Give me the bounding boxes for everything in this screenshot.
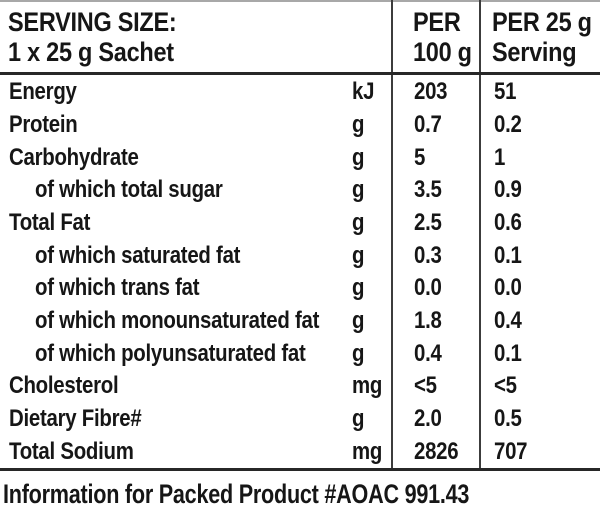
- serving-size-title: SERVING SIZE:: [8, 7, 202, 37]
- table-row: Cholesterol mg <5 <5: [0, 370, 600, 403]
- per-100g-value-cell: 203: [414, 78, 448, 106]
- per-25g-value-cell: 0.2: [494, 111, 522, 138]
- nutrient-unit-cell: g: [352, 339, 365, 367]
- table-row: of which polyunsaturated fat g 0.4 0.1: [0, 337, 600, 370]
- nutrient-label-cell: Dietary Fibre#: [9, 405, 142, 433]
- per-100g-value-cell: 0.0: [414, 274, 442, 302]
- table-row: of which total sugar g 3.5 0.9: [0, 174, 600, 207]
- col-header-per-100g-line2: 100 g: [413, 37, 472, 67]
- per-100g-value-cell: 3.5: [414, 176, 442, 204]
- per-25g-value-cell: 0.0: [494, 274, 522, 302]
- serving-size-value-text: 1 x 25 g Sachet: [8, 37, 174, 67]
- table-row: Total Fat g 2.5 0.6: [0, 207, 600, 240]
- per-100g-value-cell: <5: [414, 372, 437, 400]
- per-100g-value-cell: 5: [414, 143, 426, 171]
- table-row: Protein g 0.7 0.2: [0, 109, 600, 142]
- nutrient-label-cell: of which polyunsaturated fat: [35, 339, 306, 367]
- nutrient-unit-cell: g: [352, 307, 365, 335]
- nutrient-label-cell: Carbohydrate: [9, 143, 139, 171]
- nutrient-unit-cell: g: [352, 176, 365, 204]
- column-divider-1: [391, 0, 393, 468]
- nutrition-table-body: Energy kJ 203 51 Protein g 0.7 0.2 Carbo…: [0, 76, 600, 468]
- per-25g-value-cell: 0.4: [494, 307, 522, 335]
- nutrient-unit-cell: mg: [352, 437, 383, 465]
- nutrient-label-cell: of which saturated fat: [35, 241, 241, 269]
- col-header-per-25g-line2: Serving: [492, 37, 577, 67]
- table-row: Carbohydrate g 5 1: [0, 141, 600, 174]
- per-100g-value-cell: 2.5: [414, 209, 442, 237]
- table-row: Energy kJ 203 51: [0, 76, 600, 109]
- per-100g-value-cell: 0.4: [414, 339, 442, 367]
- table-row: of which trans fat g 0.0 0.0: [0, 272, 600, 305]
- serving-size-title-text: SERVING SIZE:: [8, 7, 177, 37]
- footer-note: Information for Packed Product #AOAC 991…: [3, 479, 586, 510]
- per-25g-value-cell: 1: [494, 143, 506, 171]
- per-25g-value-cell: 0.5: [494, 405, 522, 433]
- col-header-per-100g-line1: PER: [413, 7, 461, 37]
- per-25g-value-cell: 51: [494, 78, 517, 106]
- nutrient-unit-cell: kJ: [352, 78, 375, 106]
- per-25g-value-cell: <5: [494, 372, 517, 400]
- nutrient-unit-cell: g: [352, 405, 365, 433]
- per-25g-value-cell: 0.1: [494, 241, 522, 269]
- nutrient-label-cell: Total Sodium: [9, 437, 134, 465]
- top-rule: [0, 0, 600, 2]
- nutrient-unit-cell: mg: [352, 372, 383, 400]
- nutrient-unit-cell: g: [352, 241, 365, 269]
- nutrient-unit-cell: g: [352, 143, 365, 171]
- per-25g-value-cell: 0.1: [494, 339, 522, 367]
- table-row: of which monounsaturated fat g 1.8 0.4: [0, 305, 600, 338]
- table-row: of which saturated fat g 0.3 0.1: [0, 239, 600, 272]
- table-row: Total Sodium mg 2826 707: [0, 435, 600, 468]
- nutrient-label-cell: Total Fat: [9, 209, 91, 237]
- nutrient-label-cell: Energy: [9, 78, 77, 106]
- footer-note-text: Information for Packed Product #AOAC 991…: [3, 479, 470, 509]
- per-25g-value-cell: 707: [494, 437, 528, 465]
- nutrient-unit-cell: g: [352, 111, 365, 138]
- nutrient-unit-cell: g: [352, 274, 365, 302]
- per-25g-value-cell: 0.6: [494, 209, 522, 237]
- nutrient-label-cell: Protein: [9, 111, 78, 138]
- per-100g-value-cell: 0.3: [414, 241, 442, 269]
- per-100g-value-cell: 2826: [414, 437, 459, 465]
- table-row: Dietary Fibre# g 2.0 0.5: [0, 403, 600, 436]
- nutrient-label-cell: of which trans fat: [35, 274, 200, 302]
- column-divider-2: [479, 0, 481, 468]
- per-100g-value-cell: 0.7: [414, 111, 442, 138]
- footer-divider-rule: [0, 468, 600, 471]
- per-100g-value-cell: 2.0: [414, 405, 442, 433]
- col-header-per-25g-line1: PER 25 g: [492, 7, 592, 37]
- header-divider-rule: [0, 72, 600, 75]
- per-25g-value-cell: 0.9: [494, 176, 522, 204]
- nutrient-label-cell: of which total sugar: [35, 176, 223, 204]
- nutrient-label-cell: Cholesterol: [9, 372, 119, 400]
- serving-size-value: 1 x 25 g Sachet: [8, 37, 199, 67]
- nutrient-unit-cell: g: [352, 209, 365, 237]
- nutrient-label-cell: of which monounsaturated fat: [35, 307, 320, 335]
- per-100g-value-cell: 1.8: [414, 307, 442, 335]
